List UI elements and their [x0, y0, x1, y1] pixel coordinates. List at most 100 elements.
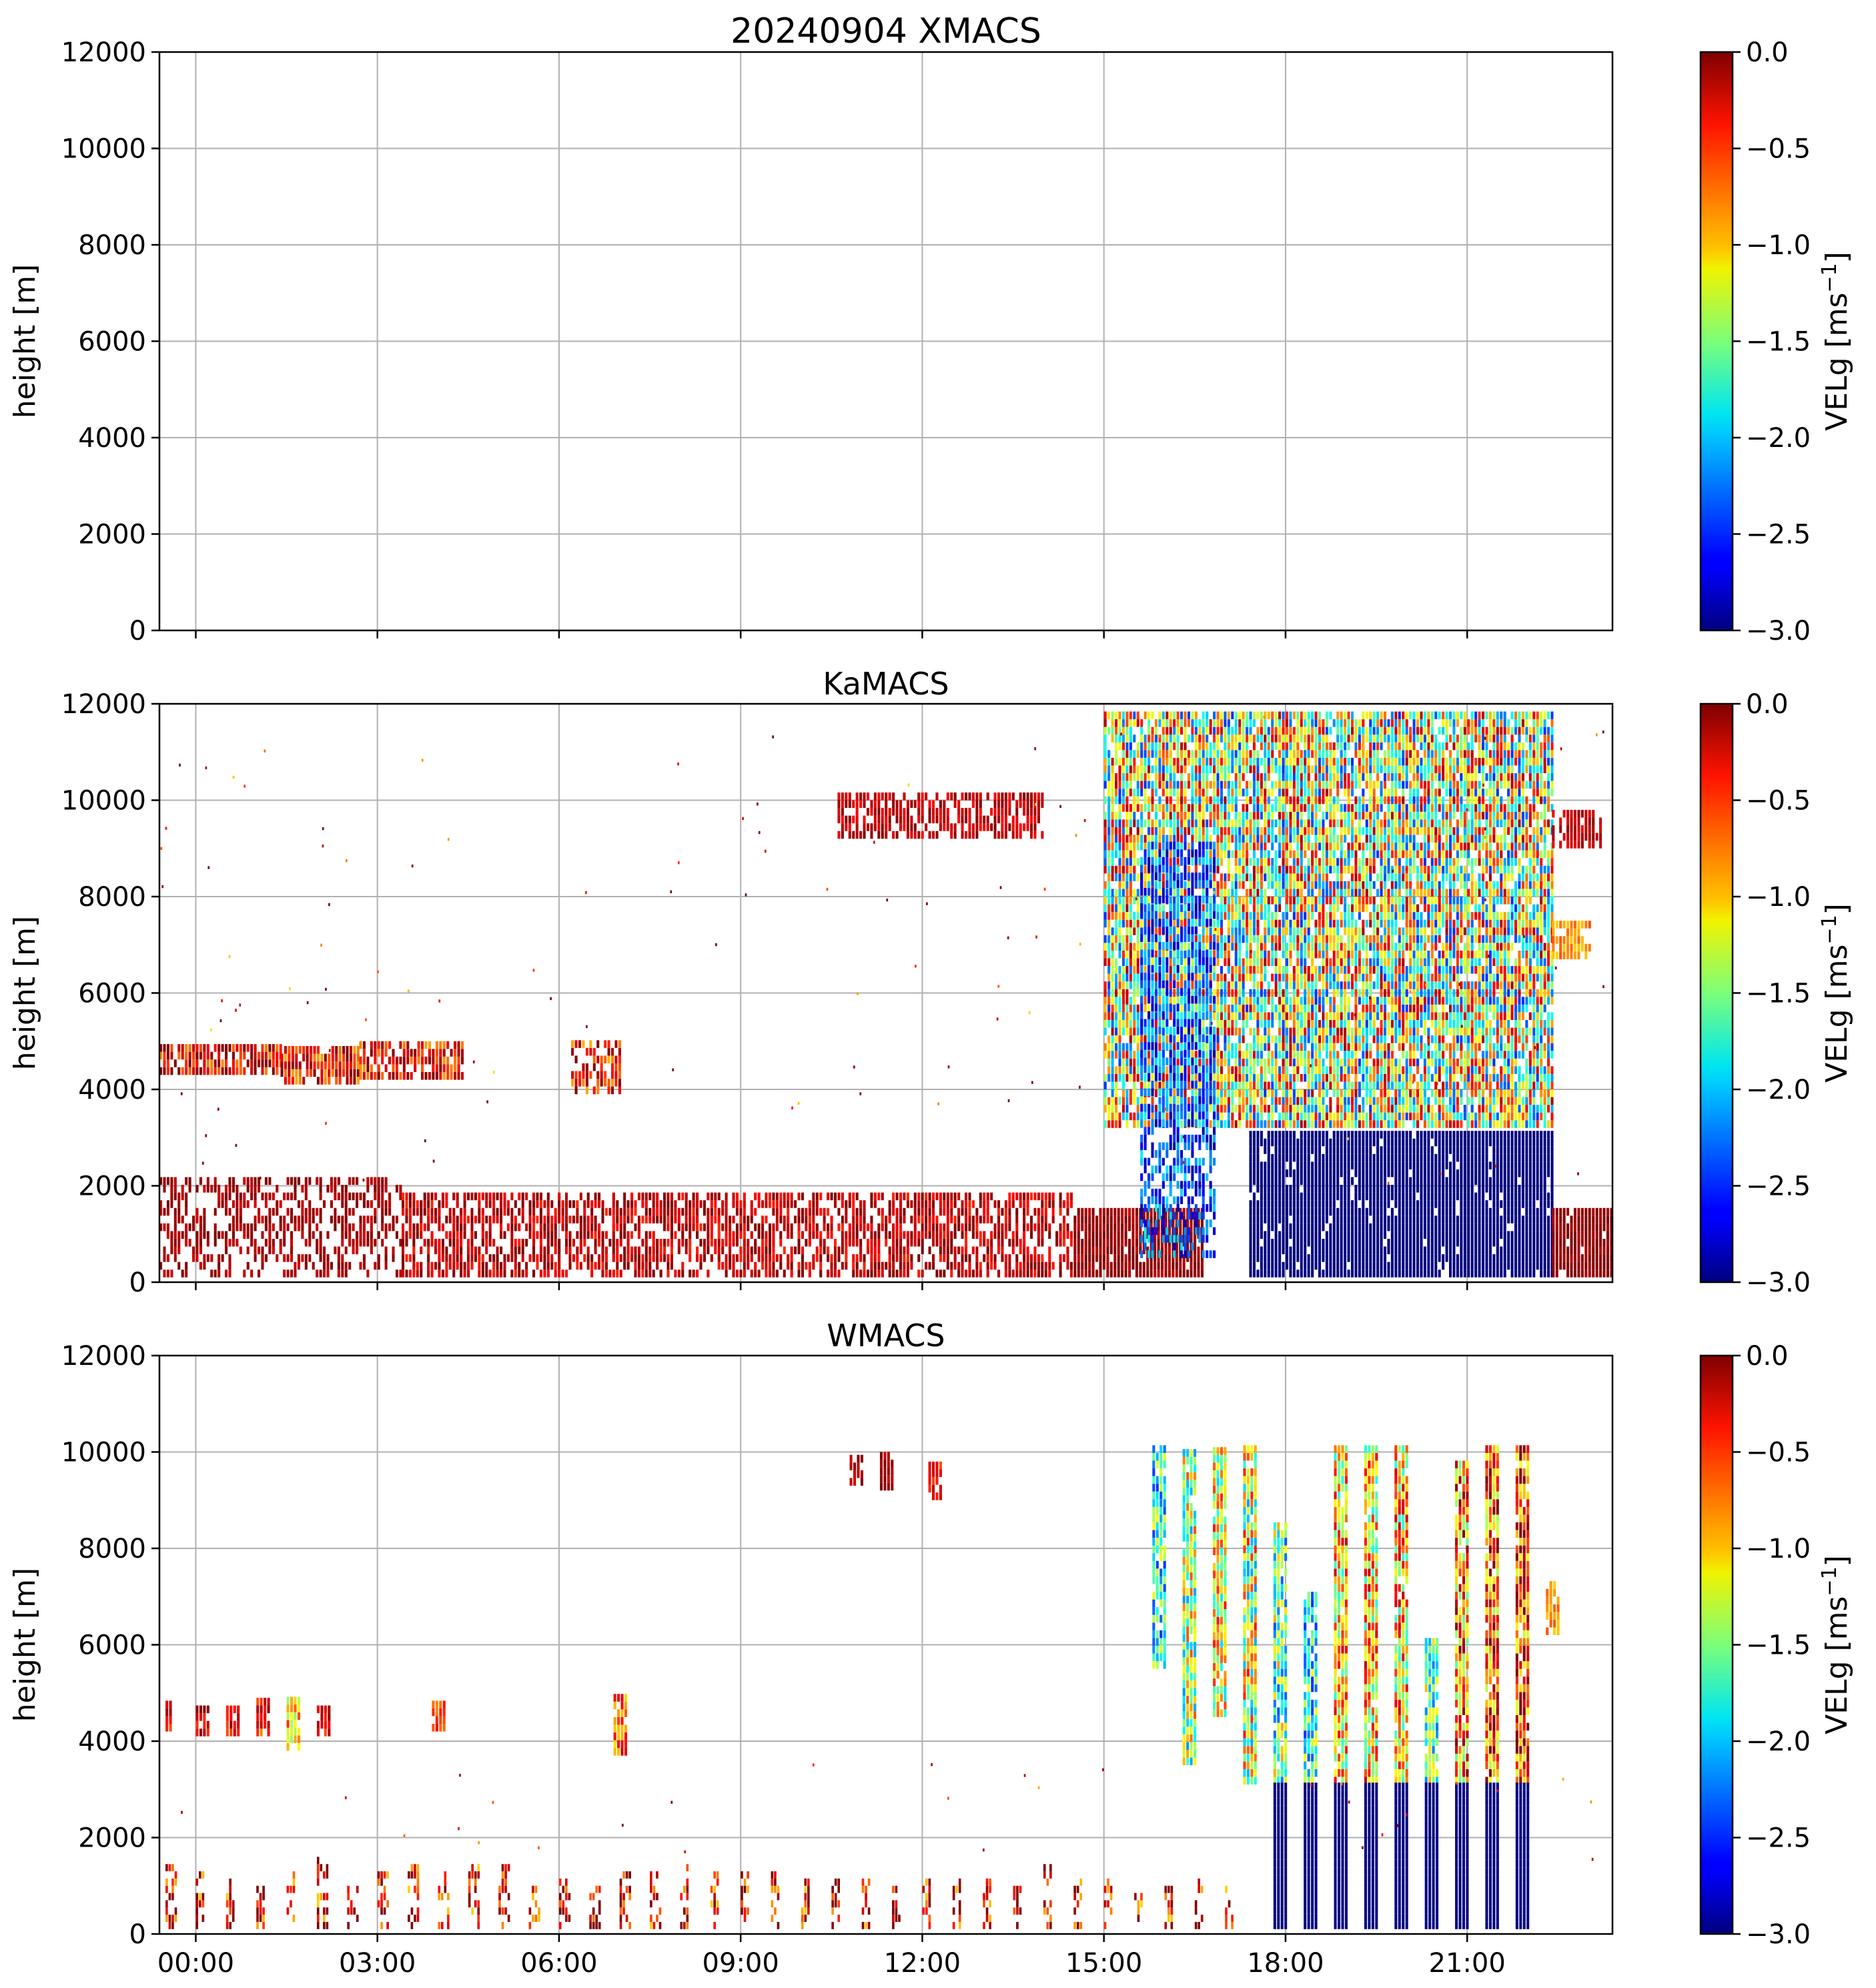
velocity-cell — [823, 1207, 826, 1216]
velocity-cell — [964, 808, 968, 816]
velocity-cell — [1238, 989, 1242, 997]
velocity-cell — [1118, 843, 1121, 851]
velocity-cell — [1249, 966, 1252, 974]
velocity-cell — [1004, 823, 1007, 831]
velocity-cell — [1151, 781, 1154, 789]
velocity-cell — [674, 1200, 677, 1208]
velocity-cell — [644, 1200, 648, 1208]
velocity-cell — [1213, 811, 1216, 820]
velocity-cell — [1246, 889, 1249, 897]
velocity-cell — [582, 1063, 585, 1071]
velocity-cell — [388, 1207, 392, 1216]
velocity-cell — [310, 1045, 313, 1054]
velocity-cell — [925, 1215, 928, 1223]
velocity-cell — [604, 1254, 608, 1262]
velocity-cell — [1129, 943, 1132, 951]
velocity-cell — [852, 1192, 855, 1201]
velocity-cell — [1238, 997, 1242, 1005]
velocity-cell — [1213, 734, 1216, 742]
velocity-cell — [1252, 881, 1256, 889]
velocity-cell — [1249, 811, 1252, 820]
velocity-cell — [1133, 734, 1136, 742]
velocity-cell — [688, 1270, 692, 1278]
velocity-cell — [210, 1185, 213, 1193]
velocity-cell — [250, 1185, 254, 1193]
velocity-cell — [1125, 804, 1129, 812]
velocity-cell — [335, 1045, 338, 1054]
colorbar-tick-label: −2.5 — [1746, 520, 1811, 550]
velocity-cell — [348, 1223, 352, 1231]
velocity-cell — [1121, 773, 1125, 781]
velocity-cell — [993, 1200, 997, 1208]
velocity-cell — [747, 1246, 750, 1255]
velocity-cell — [1165, 1073, 1169, 1082]
velocity-cell — [1194, 1004, 1198, 1013]
velocity-cell — [757, 1192, 761, 1201]
velocity-cell — [612, 1270, 615, 1278]
velocity-cell — [1133, 1004, 1136, 1013]
velocity-cell — [410, 1049, 413, 1057]
velocity-cell — [1238, 781, 1242, 789]
velocity-cell — [833, 1262, 837, 1270]
velocity-cell — [1234, 1105, 1238, 1113]
velocity-cell — [761, 1262, 765, 1270]
velocity-cell — [950, 1262, 953, 1270]
velocity-cell — [877, 1246, 881, 1255]
velocity-cell — [170, 1051, 173, 1060]
velocity-cell — [1209, 873, 1212, 881]
velocity-cell — [917, 1215, 921, 1223]
velocity-cell — [1111, 711, 1114, 720]
velocity-cell — [1111, 981, 1114, 989]
velocity-cell — [892, 1238, 895, 1247]
velocity-cell — [561, 1207, 564, 1216]
velocity-cell — [1246, 904, 1249, 913]
velocity-cell — [684, 1246, 688, 1255]
velocity-cell — [1202, 927, 1205, 935]
velocity-cell — [1140, 919, 1143, 928]
velocity-cell — [571, 1040, 574, 1048]
velocity-cell — [1256, 1004, 1260, 1013]
velocity-cell — [600, 1079, 603, 1087]
velocity-cell — [1234, 1051, 1238, 1059]
velocity-cell — [1256, 781, 1260, 789]
velocity-cell — [964, 792, 968, 801]
velocity-cell — [1111, 1120, 1114, 1128]
velocity-cell — [1136, 843, 1139, 851]
velocity-cell — [1220, 1112, 1224, 1121]
velocity-cell — [910, 1231, 913, 1239]
velocity-cell — [439, 1071, 442, 1080]
velocity-cell — [808, 1200, 811, 1208]
velocity-cell — [1238, 773, 1242, 781]
velocity-cell — [1118, 719, 1121, 727]
velocity-cell — [1175, 1270, 1178, 1278]
velocity-cell — [1115, 1012, 1118, 1020]
velocity-cell — [1184, 973, 1187, 982]
velocity-cell — [888, 808, 891, 816]
velocity-cell — [1136, 989, 1139, 997]
velocity-cell — [1107, 989, 1111, 997]
velocity-cell — [1216, 742, 1220, 751]
velocity-cell — [421, 1071, 424, 1080]
velocity-cell — [931, 1200, 935, 1208]
velocity-cell — [1115, 1066, 1118, 1074]
velocity-cell — [601, 1231, 604, 1239]
velocity-cell — [1169, 789, 1172, 797]
velocity-cell — [1147, 873, 1151, 881]
velocity-cell — [1048, 1246, 1051, 1255]
velocity-cell — [604, 1246, 608, 1255]
velocity-cell — [1227, 773, 1230, 781]
velocity-cell — [1008, 1207, 1011, 1216]
velocity-cell — [288, 1045, 291, 1054]
velocity-cell — [765, 1262, 768, 1270]
velocity-cell — [899, 800, 903, 809]
velocity-cell — [1256, 819, 1260, 827]
velocity-cell — [735, 1231, 739, 1239]
velocity-cell — [623, 1200, 626, 1208]
velocity-cell — [1121, 889, 1125, 897]
velocity-cell — [815, 1207, 819, 1216]
velocity-cell — [181, 1215, 184, 1223]
velocity-cell — [1169, 734, 1172, 742]
velocity-cell — [377, 1231, 380, 1239]
velocity-cell — [743, 1262, 746, 1270]
velocity-cell — [1129, 1043, 1132, 1051]
